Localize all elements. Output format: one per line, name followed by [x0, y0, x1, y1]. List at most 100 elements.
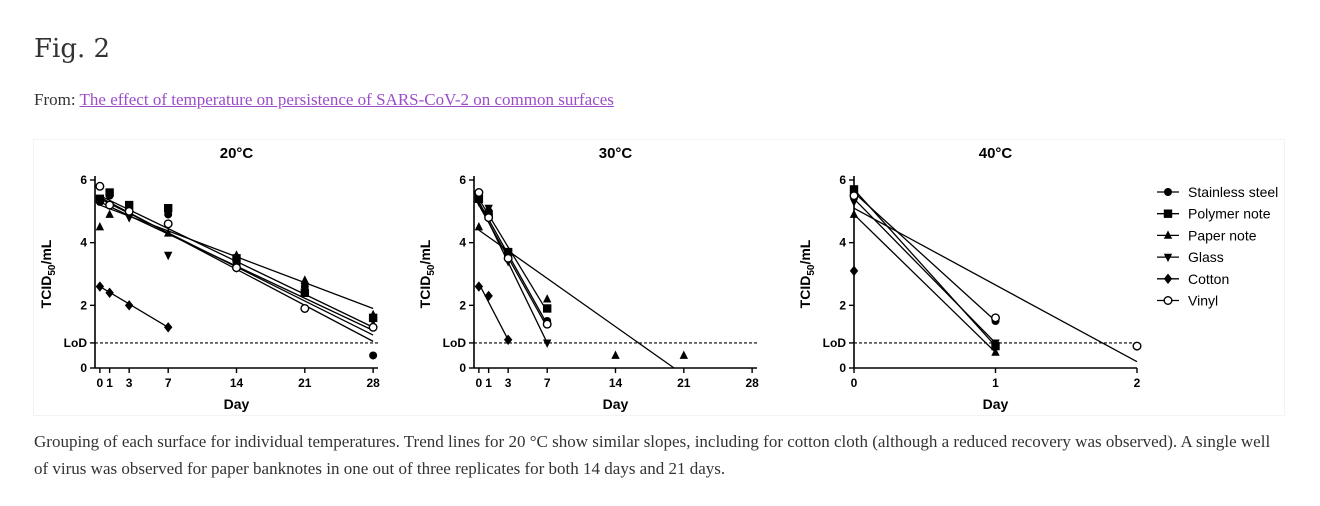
trend-line	[853, 188, 996, 347]
x-tick-label: 2	[1134, 376, 1141, 390]
data-point	[611, 350, 620, 359]
x-tick-label: 28	[745, 376, 759, 390]
y-tick-label: 0	[459, 361, 466, 375]
legend: Stainless steel Polymer note Paper note Gla…	[1157, 184, 1278, 309]
y-tick-label: 2	[459, 298, 466, 312]
data-point	[300, 288, 310, 297]
data-point	[542, 339, 552, 348]
data-point	[503, 253, 513, 263]
data-point	[991, 339, 1000, 348]
data-point	[163, 322, 173, 333]
data-point	[474, 281, 484, 292]
data-point	[484, 213, 494, 223]
x-axis-label: Day	[224, 396, 250, 412]
source-prefix: From:	[34, 90, 80, 109]
trend-line	[478, 204, 548, 328]
y-tick-label: 6	[459, 173, 466, 187]
x-tick-label: 21	[298, 376, 312, 390]
trend-line	[853, 214, 996, 353]
source-link[interactable]: The effect of temperature on persistence…	[79, 90, 614, 109]
data-point	[163, 228, 173, 237]
legend-marker	[1164, 188, 1172, 196]
x-tick-label: 3	[505, 376, 512, 390]
y-tick-label: 0	[80, 361, 87, 375]
y-tick-label: 2	[80, 298, 87, 312]
y-axis-label: TCID50/mL	[417, 239, 437, 308]
data-point	[95, 181, 105, 191]
data-point	[105, 188, 114, 197]
chart-title: 40°C	[979, 145, 1013, 162]
x-tick-label: 7	[544, 376, 551, 390]
y-axis-label: TCID50/mL	[797, 239, 817, 308]
lod-label: LoD	[823, 336, 847, 350]
legend-marker	[1163, 253, 1173, 263]
trend-line	[478, 283, 509, 341]
data-point	[300, 303, 310, 313]
trend-line	[853, 207, 1138, 363]
data-point	[849, 265, 859, 277]
lod-label: LoD	[443, 336, 467, 350]
x-tick-label: 0	[851, 376, 858, 390]
trend-line	[853, 192, 996, 322]
x-tick-label: 28	[366, 376, 380, 390]
trend-line	[478, 201, 548, 325]
data-point	[369, 351, 378, 360]
y-tick-label: 4	[80, 236, 87, 250]
data-point	[484, 204, 493, 214]
data-point	[474, 222, 484, 231]
data-point	[95, 195, 105, 204]
legend-label: Paper note	[1188, 227, 1257, 243]
legend-label: Cotton	[1188, 271, 1229, 287]
x-axis-label: Day	[983, 396, 1009, 412]
data-point	[95, 222, 105, 231]
data-point	[368, 322, 378, 332]
data-point	[164, 210, 173, 219]
data-point	[542, 319, 552, 329]
data-point	[503, 334, 513, 345]
data-point	[1132, 341, 1142, 351]
legend-marker	[1163, 209, 1173, 218]
data-point	[368, 309, 378, 319]
figure-title: Fig. 2	[34, 34, 111, 64]
data-point	[849, 185, 859, 194]
data-point	[124, 200, 134, 210]
y-tick-label: 0	[839, 361, 846, 375]
legend-label: Vinyl	[1188, 293, 1218, 309]
legend-marker	[1163, 230, 1173, 239]
data-point	[105, 287, 114, 298]
figure-caption: Grouping of each surface for individual …	[34, 432, 1271, 478]
x-tick-label: 7	[165, 376, 172, 390]
x-tick-label: 14	[609, 376, 623, 390]
legend-label: Glass	[1188, 249, 1224, 265]
x-tick-label: 0	[476, 376, 483, 390]
data-point	[163, 251, 173, 261]
data-point	[300, 275, 310, 284]
x-tick-label: 1	[992, 376, 999, 390]
x-tick-label: 21	[677, 376, 691, 390]
chart-title: 20°C	[220, 145, 254, 162]
figure-image: 20°C Day TCID50/mL 0 2 4 6 0 1 3 7 14 21 28 LoD 30°C Day…	[34, 140, 1284, 415]
y-tick-label: 2	[839, 298, 846, 312]
data-point	[991, 313, 1001, 323]
data-point	[679, 350, 689, 359]
y-tick-label: 4	[459, 236, 466, 250]
source-line: From: The effect of temperature on persi…	[34, 90, 614, 110]
x-tick-label: 1	[485, 376, 492, 390]
y-tick-label: 4	[839, 236, 846, 250]
data-point	[542, 304, 552, 313]
data-point	[163, 204, 173, 213]
data-point	[300, 283, 310, 292]
chart-panel-2: 40°C Day TCID50/mL 0 2 4 6 0 1 2 LoD	[797, 145, 1142, 412]
y-tick-label: 6	[80, 173, 87, 187]
data-point	[474, 188, 484, 198]
x-tick-label: 0	[97, 376, 104, 390]
data-point	[124, 300, 134, 311]
data-point	[105, 200, 115, 210]
chart-title: 30°C	[599, 145, 633, 162]
data-point	[542, 294, 552, 303]
data-point	[124, 214, 134, 223]
x-tick-label: 3	[126, 376, 133, 390]
x-tick-label: 14	[230, 376, 244, 390]
